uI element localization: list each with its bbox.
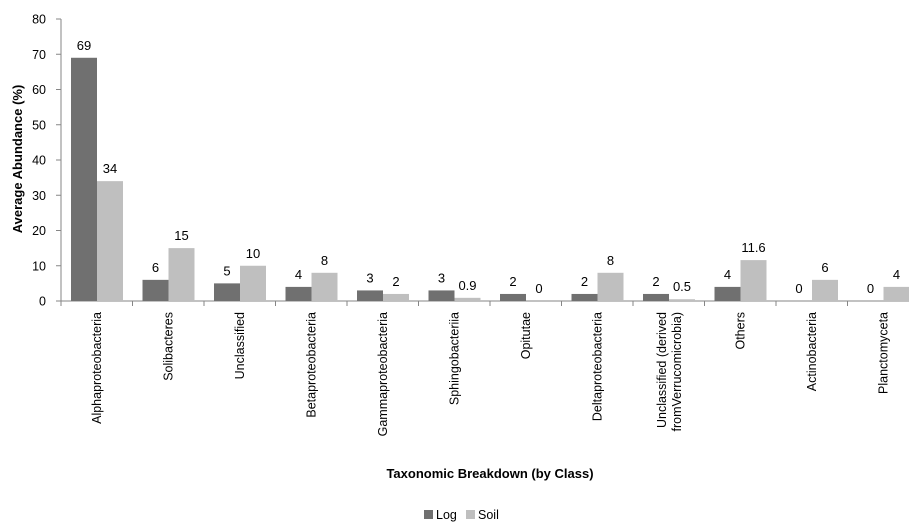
- data-label-soil: 0.5: [673, 279, 691, 294]
- category-label: Planctomyceta: [877, 312, 891, 394]
- category-label: Others: [734, 312, 748, 350]
- data-labels: 69 6 5 4 3 3 2 2 2 4 0 0 34 15 10 8 2 0.9 0 8 0.5 11.6 6 4: [77, 38, 900, 296]
- data-label-log: 4: [295, 267, 302, 282]
- bar-log: [715, 287, 741, 301]
- bar-soil: [598, 273, 624, 301]
- data-label-log: 0: [867, 281, 874, 296]
- y-axis-title: Average Abundance (%): [10, 85, 25, 234]
- category-label: Gammaproteobacteria: [376, 312, 390, 436]
- data-label-soil: 4: [893, 267, 900, 282]
- category-label: Solibacteres: [162, 312, 176, 381]
- data-label-log: 0: [795, 281, 802, 296]
- y-tick-label: 70: [32, 48, 46, 62]
- bar-soil: [383, 294, 409, 301]
- bar-soil: [884, 287, 909, 301]
- bar-soil: [741, 260, 767, 301]
- category-label: Alphaproteobacteria: [90, 312, 104, 424]
- category-label: Opitutae: [519, 312, 533, 359]
- legend-swatch-soil: [466, 510, 475, 519]
- category-label: Deltaproteobacteria: [591, 312, 605, 421]
- data-label-soil: 0.9: [458, 278, 476, 293]
- category-label: Unclassified: [233, 312, 247, 379]
- bar-log: [500, 294, 526, 301]
- data-label-soil: 11.6: [741, 240, 765, 255]
- data-label-soil: 2: [392, 274, 399, 289]
- bar-log: [71, 58, 97, 301]
- data-label-log: 6: [152, 260, 159, 275]
- bar-log: [357, 290, 383, 301]
- data-label-soil: 0: [535, 281, 542, 296]
- data-label-log: 69: [77, 38, 91, 53]
- bars: [71, 58, 909, 301]
- category-label: Unclassified (derivedfromVerrucomicrobia…: [655, 312, 684, 432]
- data-label-soil: 8: [321, 253, 328, 268]
- legend-label-log: Log: [436, 508, 457, 522]
- data-label-log: 5: [223, 263, 230, 278]
- bar-soil: [97, 181, 123, 301]
- data-label-soil: 15: [174, 228, 188, 243]
- y-tick-label: 40: [32, 154, 46, 168]
- bar-soil: [240, 266, 266, 301]
- y-tick-label: 10: [32, 259, 46, 273]
- category-label: Betaproteobacteria: [305, 312, 319, 418]
- x-axis: [61, 301, 909, 306]
- data-label-soil: 6: [821, 260, 828, 275]
- legend-swatch-log: [424, 510, 433, 519]
- bar-log: [214, 283, 240, 301]
- bar-log: [286, 287, 312, 301]
- bar-log: [429, 290, 455, 301]
- data-label-log: 2: [652, 274, 659, 289]
- category-labels: Alphaproteobacteria Solibacteres Unclassif…: [90, 312, 891, 436]
- x-axis-title: Taxonomic Breakdown (by Class): [386, 466, 593, 481]
- bar-soil: [312, 273, 338, 301]
- y-tick-label: 50: [32, 118, 46, 132]
- y-tick-label: 0: [39, 295, 46, 309]
- data-label-soil: 10: [246, 246, 260, 261]
- category-label: Sphingobacteriia: [448, 312, 462, 405]
- bar-soil: [455, 298, 481, 301]
- legend-label-soil: Soil: [478, 508, 499, 522]
- y-tick-label: 20: [32, 224, 46, 238]
- bar-log: [143, 280, 169, 301]
- data-label-soil: 8: [607, 253, 614, 268]
- bar-log: [643, 294, 669, 301]
- y-axis: 0 10 20 30 40 50 60 70 80: [32, 13, 61, 309]
- legend: Log Soil: [424, 508, 499, 522]
- data-label-soil: 34: [103, 161, 117, 176]
- data-label-log: 4: [724, 267, 731, 282]
- y-tick-label: 60: [32, 83, 46, 97]
- bar-soil: [669, 299, 695, 301]
- data-label-log: 2: [581, 274, 588, 289]
- data-label-log: 3: [366, 270, 373, 285]
- category-label: Actinobacteria: [805, 312, 819, 391]
- data-label-log: 3: [438, 270, 445, 285]
- y-tick-label: 80: [32, 13, 46, 27]
- data-label-log: 2: [509, 274, 516, 289]
- bar-soil: [812, 280, 838, 301]
- y-tick-label: 30: [32, 189, 46, 203]
- bar-log: [572, 294, 598, 301]
- bar-soil: [169, 248, 195, 301]
